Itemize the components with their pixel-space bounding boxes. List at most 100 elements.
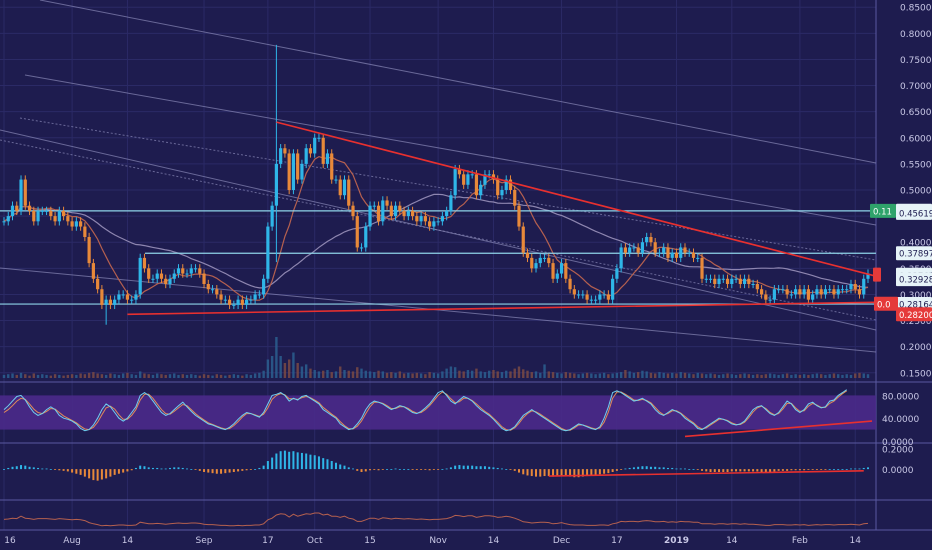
candle-body — [79, 221, 83, 227]
candle-body — [806, 289, 811, 300]
macd-histogram-bar — [11, 466, 14, 470]
volume-bar — [87, 372, 91, 378]
candle-body — [466, 174, 470, 185]
volume-bar — [28, 375, 31, 378]
macd-histogram-bar — [645, 466, 648, 470]
macd-histogram-bar — [543, 469, 546, 477]
macd-histogram-bar — [79, 469, 82, 475]
candle-body — [811, 294, 815, 300]
volume-bar — [173, 373, 176, 378]
candle-body — [147, 268, 151, 279]
macd-histogram-bar — [824, 469, 827, 470]
candle-body — [291, 153, 296, 190]
macd-histogram-bar — [722, 469, 725, 472]
macd-histogram-bar — [258, 467, 261, 470]
candle-body — [321, 137, 325, 164]
candle-body — [193, 268, 198, 270]
volume-bar — [134, 374, 138, 378]
volume-bar — [121, 373, 125, 378]
macd-histogram-bar — [764, 469, 767, 472]
volume-bar — [709, 373, 712, 378]
candle-body — [572, 289, 576, 295]
candle-body — [530, 257, 534, 269]
candle-body — [40, 210, 44, 212]
volume-bar — [181, 374, 184, 378]
stochastic-tick-label: 0.0000 — [882, 438, 914, 448]
macd-histogram-bar — [454, 465, 457, 470]
volume-bar — [739, 374, 742, 378]
macd-histogram-bar — [347, 467, 350, 470]
candle-body — [708, 278, 713, 280]
volume-bar — [428, 372, 431, 378]
macd-histogram-bar — [343, 465, 346, 470]
candle-body — [853, 284, 857, 290]
macd-histogram-bar — [317, 456, 320, 470]
macd-histogram-bar — [173, 467, 176, 470]
macd-histogram-bar — [139, 465, 142, 470]
price-tick-label: 0.15000 — [900, 369, 932, 379]
volume-bar — [751, 374, 755, 378]
volume-bar — [415, 372, 419, 378]
macd-histogram-bar — [632, 467, 635, 470]
macd-histogram-bar — [49, 469, 52, 470]
candle-body — [44, 210, 49, 212]
price-badge-bg — [874, 296, 898, 311]
volume-bar — [45, 374, 48, 378]
candle-body — [542, 257, 547, 259]
time-tick-label: 2019 — [664, 536, 689, 546]
volume-bar — [313, 370, 316, 378]
candle-body — [236, 299, 240, 305]
volume-bar — [543, 364, 546, 378]
volume-bar — [645, 371, 648, 378]
volume-bar — [75, 374, 78, 378]
candle-body — [457, 169, 462, 175]
candle-body — [219, 294, 223, 300]
volume-bar — [692, 374, 695, 378]
time-tick-label: Feb — [792, 536, 808, 546]
channel-line — [0, 139, 877, 321]
volume-bar — [58, 374, 61, 378]
volume-bar — [526, 370, 529, 378]
macd-histogram-bar — [168, 467, 171, 470]
volume-bar — [241, 375, 244, 378]
candle-body — [227, 299, 232, 305]
macd-trend-line — [548, 470, 864, 477]
macd-histogram-bar — [186, 468, 189, 470]
candle-body — [759, 289, 764, 295]
macd-histogram-bar — [54, 469, 57, 470]
volume-bar — [364, 370, 367, 378]
volume-bar — [419, 373, 423, 378]
candle-body — [602, 294, 606, 296]
candle-body — [713, 278, 717, 284]
macd-histogram-bar — [475, 466, 478, 470]
macd-histogram-bar — [509, 469, 512, 470]
macd-histogram-bar — [309, 454, 312, 470]
volume-bar — [488, 370, 491, 378]
volume-bar — [343, 370, 346, 378]
time-axis[interactable]: 16 Aug 14 Sep 17 Oct 15 Nov 14 Dec 17 2019 14 Feb 14 — [4, 536, 861, 546]
macd-histogram-bar — [7, 467, 10, 470]
volume-bar — [679, 372, 682, 378]
volume-bar — [624, 370, 627, 378]
candle-body — [483, 174, 487, 185]
volume-bar — [7, 374, 10, 378]
volume-bar — [296, 363, 299, 378]
macd-histogram-bar — [709, 469, 712, 472]
candle-body — [738, 278, 742, 284]
macd-histogram-bar — [237, 469, 240, 472]
volume-bar — [377, 370, 380, 378]
candle-body — [517, 205, 521, 227]
candle-body — [185, 273, 189, 275]
candle-body — [410, 210, 415, 217]
candle-body — [334, 179, 338, 181]
macd-histogram-bar — [424, 469, 427, 470]
candle-body — [798, 289, 802, 295]
macd-histogram-bar — [735, 469, 738, 472]
candle-body — [581, 294, 585, 296]
